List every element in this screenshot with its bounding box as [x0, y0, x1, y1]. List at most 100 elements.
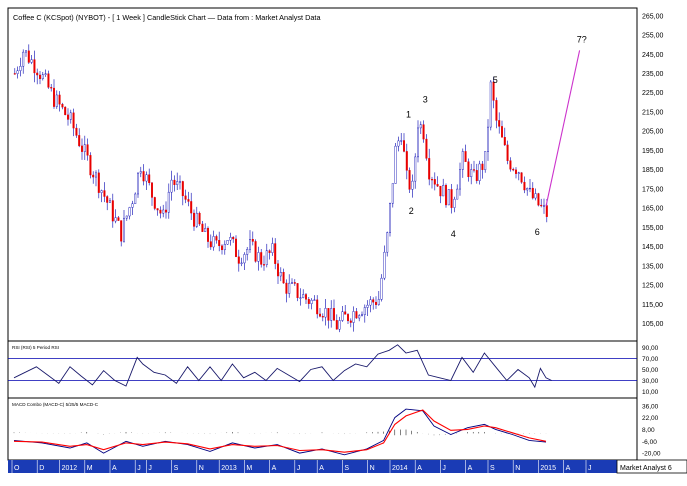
candle-body [470, 169, 473, 178]
candle-body [170, 179, 173, 193]
candle-body [61, 104, 64, 108]
candle-body [321, 316, 324, 318]
candle-body [13, 73, 16, 75]
price-panel: 265,00 255,00 245,00 235,00 225,00 215,00 205,… [13, 13, 664, 333]
price-tick-label: 215,00 [642, 109, 664, 116]
candle-body [363, 307, 366, 315]
candle-body [380, 277, 383, 300]
price-tick-label: 235,00 [642, 71, 664, 78]
time-tick-label: J [442, 465, 446, 472]
candle-body [27, 50, 30, 63]
macd-tick-label: -20,00 [642, 451, 661, 458]
candle-body [30, 59, 33, 63]
candle-body [456, 188, 459, 200]
candle-body [537, 193, 540, 206]
candle-body [285, 282, 288, 294]
candle-body [447, 189, 450, 206]
candle-body [120, 220, 123, 242]
macd-tick-label: -6,00 [642, 439, 657, 446]
candle-body [39, 74, 42, 80]
time-tick-label: J [148, 465, 152, 472]
wave-label: 2 [409, 206, 414, 216]
price-tick-label: 105,00 [642, 321, 664, 328]
price-tick-label: 205,00 [642, 129, 664, 136]
candle-body [53, 87, 56, 107]
candle-body [246, 249, 249, 255]
time-tick-label: A [417, 465, 422, 472]
macd-tick-label: 36,00 [642, 403, 659, 410]
wave-label: 7? [577, 35, 587, 45]
candle-body [117, 217, 120, 221]
candle-body [251, 239, 254, 242]
candle-body [254, 241, 257, 262]
main-panel-frame [7, 7, 638, 342]
candle-body [459, 169, 462, 190]
candle-body [425, 138, 428, 159]
candle-body [240, 262, 243, 264]
rsi-panel: 90,00 70,00 50,00 30,00 10,00 [8, 344, 659, 396]
candle-body [153, 197, 156, 209]
candle-body [167, 191, 170, 213]
chart-title: Coffee C (KCSpot) (NYBOT) - [ 1 Week ] C… [13, 13, 321, 22]
candle-body [176, 181, 179, 185]
macd-tick-label: 8,00 [642, 427, 655, 434]
candle-body [69, 112, 72, 120]
candle-body [282, 272, 285, 284]
candle-body [501, 126, 504, 138]
candle-body [92, 174, 95, 178]
price-tick-label: 165,00 [642, 206, 664, 213]
time-tick-label: M [246, 465, 252, 472]
candle-body [467, 161, 470, 178]
candle-body [349, 320, 352, 323]
candle-body [344, 311, 347, 315]
candle-body [515, 169, 518, 174]
candle-body [383, 251, 386, 279]
rsi-tick-label: 90,00 [642, 345, 659, 352]
candle-body [159, 209, 162, 214]
candle-body [445, 185, 448, 206]
candle-body [260, 252, 263, 265]
time-tick-label: S [344, 465, 349, 472]
rsi-tick-label: 70,00 [642, 356, 659, 363]
candle-body [125, 215, 128, 219]
candle-body [66, 114, 69, 120]
candle-body [291, 282, 294, 284]
candle-body [288, 282, 291, 294]
candle-body [134, 193, 137, 204]
rsi-panel-frame [7, 340, 638, 399]
candle-body [44, 73, 47, 75]
candle-body [296, 283, 299, 298]
candle-body [543, 205, 546, 207]
candle-body [257, 252, 260, 262]
candle-body [417, 127, 420, 158]
candle-body [481, 163, 484, 170]
candle-body [503, 137, 506, 146]
candle-body [209, 241, 212, 248]
candle-body [422, 124, 425, 140]
time-tick-label: A [112, 465, 117, 472]
candle-body [324, 308, 327, 318]
candle-body [478, 163, 481, 181]
candle-body [414, 156, 417, 182]
rsi-tick-label: 30,00 [642, 378, 659, 385]
candle-body [403, 140, 406, 152]
candle-body [293, 282, 296, 284]
candle-body [475, 170, 478, 181]
candle-body [55, 94, 58, 107]
candle-body [206, 227, 209, 242]
candle-body [212, 236, 215, 248]
candle-body [319, 313, 322, 317]
candle-body [529, 187, 532, 190]
candle-body [190, 201, 193, 214]
candle-body [265, 250, 268, 265]
time-tick-label: S [174, 465, 179, 472]
price-tick-label: 175,00 [642, 186, 664, 193]
wave-label: 1 [406, 110, 411, 120]
time-tick-label: N [199, 465, 204, 472]
candle-body [33, 59, 36, 74]
wave-label: 6 [535, 227, 540, 237]
price-tick-label: 115,00 [642, 302, 663, 309]
candle-body [75, 127, 78, 136]
candle-body [192, 212, 195, 227]
candle-body [89, 155, 92, 176]
